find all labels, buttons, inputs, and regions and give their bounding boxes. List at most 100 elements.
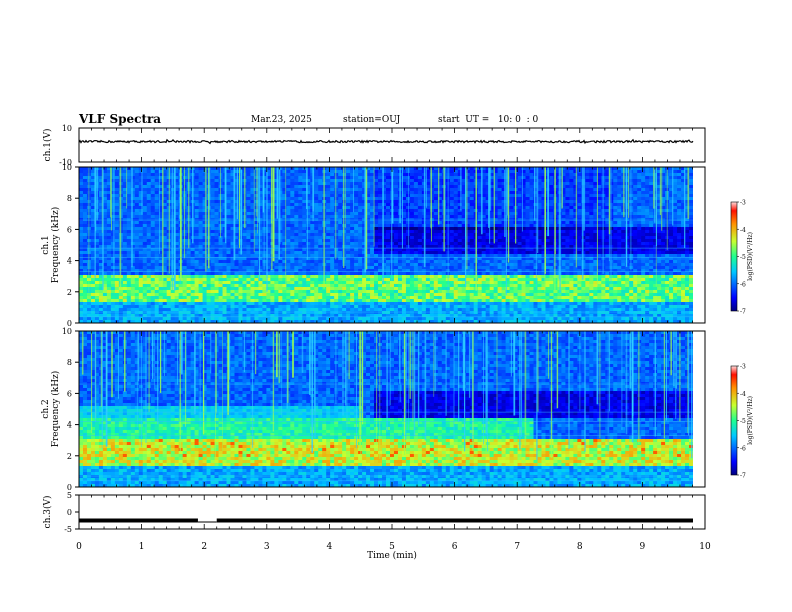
spectrogram-cell xyxy=(350,185,354,188)
spectrogram-cell xyxy=(123,287,127,290)
spectrogram-cell xyxy=(358,251,362,254)
spectrogram-cell xyxy=(207,272,211,275)
spectrogram-cell xyxy=(195,221,199,224)
spectrogram-cell xyxy=(195,275,199,278)
spectrogram-cell xyxy=(143,224,147,227)
spectrogram-cell xyxy=(282,308,286,311)
spectrogram-cell xyxy=(298,188,302,191)
spectrogram-cell xyxy=(338,209,342,212)
spectrogram-cell xyxy=(143,188,147,191)
spectrogram-cell xyxy=(310,311,314,314)
spectrogram-cell xyxy=(155,230,159,233)
spectrogram-cell xyxy=(406,170,410,173)
spectrogram-cell xyxy=(143,200,147,203)
spectrogram-cell xyxy=(282,299,286,302)
spectrogram-cell xyxy=(211,233,215,236)
spectrogram-cell xyxy=(386,311,390,314)
spectrogram-cell xyxy=(115,284,119,287)
spectrogram-cell xyxy=(314,242,318,245)
spectrogram-cell xyxy=(151,182,155,185)
spectrogram-cell xyxy=(378,284,382,287)
spectrogram-cell xyxy=(250,278,254,281)
spectrogram-cell xyxy=(350,194,354,197)
spectrogram-cell xyxy=(199,191,203,194)
spectrogram-cell xyxy=(410,176,414,179)
spectrogram-cell xyxy=(135,179,139,182)
spectrogram-cell xyxy=(302,191,306,194)
spectrogram-cell xyxy=(370,272,374,275)
spectrogram-cell xyxy=(187,272,191,275)
spectrogram-cell xyxy=(410,206,414,209)
spectrogram-cell xyxy=(418,200,422,203)
spectrogram-cell xyxy=(414,197,418,200)
spectrogram-cell xyxy=(139,296,143,299)
spectrogram-cell xyxy=(334,203,338,206)
spectrogram-cell xyxy=(454,302,458,305)
spectrogram-cell xyxy=(143,275,147,278)
spectrogram-cell xyxy=(406,191,410,194)
spectrogram-cell xyxy=(211,302,215,305)
spectrogram-cell xyxy=(354,317,358,320)
spectrogram-cell xyxy=(107,251,111,254)
spectrogram-cell xyxy=(195,290,199,293)
spectrogram-cell xyxy=(163,284,167,287)
spectrogram-cell xyxy=(139,272,143,275)
spectrogram-cell xyxy=(450,170,454,173)
spectrogram-cell xyxy=(203,281,207,284)
spectrogram-cell xyxy=(83,296,87,299)
spectrogram-cell xyxy=(330,311,334,314)
spectrogram-cell xyxy=(83,188,87,191)
spectrogram-cell xyxy=(135,275,139,278)
spectrogram-cell xyxy=(231,302,235,305)
spectrogram-cell xyxy=(302,254,306,257)
spectrogram-cell xyxy=(354,299,358,302)
spectrogram-cell xyxy=(414,269,418,272)
spectrogram-cell xyxy=(147,221,151,224)
spectrogram-cell xyxy=(374,185,378,188)
spectrogram-cell xyxy=(215,197,219,200)
spectrogram-cell xyxy=(358,179,362,182)
spectrogram-cell xyxy=(223,284,227,287)
spectrogram-cell xyxy=(195,296,199,299)
spectrogram-cell xyxy=(135,239,139,242)
spectrogram-cell xyxy=(458,302,462,305)
spectrogram-cell xyxy=(147,266,151,269)
spectrogram-cell xyxy=(215,305,219,308)
spectrogram-cell xyxy=(274,284,278,287)
spectrogram-cell xyxy=(87,317,91,320)
spectrogram-cell xyxy=(183,302,187,305)
spectrogram-cell xyxy=(234,275,238,278)
spectrogram-cell xyxy=(143,206,147,209)
spectrogram-cell xyxy=(294,290,298,293)
spectrogram-cell xyxy=(258,311,262,314)
spectrogram-cell xyxy=(115,302,119,305)
spectrogram-cell xyxy=(147,254,151,257)
spectrogram-cell xyxy=(314,203,318,206)
spectrogram-cell xyxy=(227,215,231,218)
spectrogram-cell xyxy=(231,299,235,302)
spectrogram-cell xyxy=(298,194,302,197)
spectrogram-cell xyxy=(418,176,422,179)
spectrogram-cell xyxy=(434,248,438,251)
spectrogram-cell xyxy=(147,170,151,173)
spectrogram-cell xyxy=(262,248,266,251)
spectrogram-cell xyxy=(227,275,231,278)
spectrogram-cell xyxy=(151,170,155,173)
spectrogram-cell xyxy=(290,227,294,230)
spectrogram-cell xyxy=(143,281,147,284)
spectrogram-cell xyxy=(430,266,434,269)
spectrogram-cell xyxy=(302,251,306,254)
spectrogram-cell xyxy=(326,221,330,224)
spectrogram-cell xyxy=(410,284,414,287)
spectrogram-cell xyxy=(438,263,442,266)
spectrogram-cell xyxy=(458,290,462,293)
spectrogram-cell xyxy=(458,203,462,206)
spectrogram-cell xyxy=(294,275,298,278)
spectrogram-cell xyxy=(366,296,370,299)
spectrogram-cell xyxy=(286,167,290,170)
spectrogram-cell xyxy=(262,308,266,311)
spectrogram-cell xyxy=(199,197,203,200)
spectrogram-cell xyxy=(398,293,402,296)
spectrogram-cell xyxy=(358,239,362,242)
spectrogram-cell xyxy=(79,242,83,245)
